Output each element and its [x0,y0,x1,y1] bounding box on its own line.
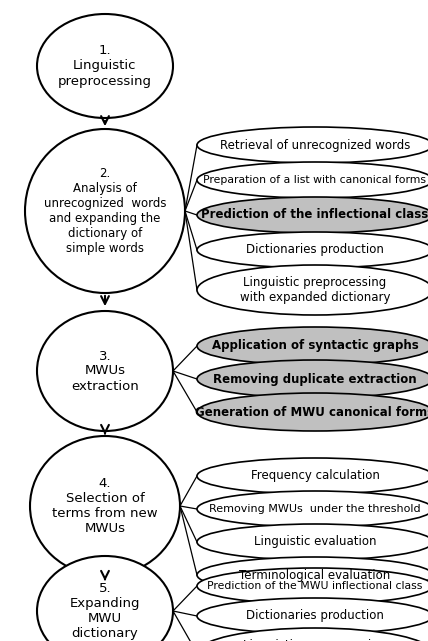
Ellipse shape [197,598,428,634]
Ellipse shape [197,232,428,268]
Text: Frequency calculation: Frequency calculation [250,469,380,483]
Ellipse shape [197,557,428,593]
Ellipse shape [197,491,428,527]
Text: 1.
Linguistic
preprocessing: 1. Linguistic preprocessing [58,44,152,88]
Ellipse shape [197,628,428,641]
Text: 2.
Analysis of
unrecognized  words
and expanding the
dictionary of
simple words: 2. Analysis of unrecognized words and ex… [44,167,166,255]
Text: Removing duplicate extraction: Removing duplicate extraction [213,372,417,385]
Text: 4.
Selection of
terms from new
MWUs: 4. Selection of terms from new MWUs [52,477,158,535]
Text: Terminological evaluation: Terminological evaluation [239,569,391,581]
Text: Prediction of the MWU inflectional class: Prediction of the MWU inflectional class [207,581,423,591]
Ellipse shape [37,14,173,118]
Ellipse shape [197,360,428,398]
Ellipse shape [197,524,428,560]
Ellipse shape [37,556,173,641]
Text: Dictionaries production: Dictionaries production [246,244,384,256]
Ellipse shape [197,393,428,431]
Text: Prediction of the inflectional class: Prediction of the inflectional class [202,208,428,222]
Ellipse shape [197,127,428,163]
Ellipse shape [197,327,428,365]
Text: Retrieval of unrecognized words: Retrieval of unrecognized words [220,138,410,151]
Ellipse shape [197,197,428,233]
Text: Linguistic preprocessing
with expanded dictionary: Linguistic preprocessing with expanded d… [240,639,390,641]
Text: Preparation of a list with canonical forms: Preparation of a list with canonical for… [203,175,426,185]
Ellipse shape [197,458,428,494]
Text: 5.
Expanding
MWU
dictionary: 5. Expanding MWU dictionary [70,582,140,640]
Text: Dictionaries production: Dictionaries production [246,610,384,622]
Text: Linguistic preprocessing
with expanded dictionary: Linguistic preprocessing with expanded d… [240,276,390,304]
Text: 3.
MWUs
extraction: 3. MWUs extraction [71,349,139,392]
Text: Generation of MWU canonical forms: Generation of MWU canonical forms [196,406,428,419]
Text: Removing MWUs  under the threshold: Removing MWUs under the threshold [209,504,421,514]
Ellipse shape [197,265,428,315]
Ellipse shape [197,568,428,604]
Ellipse shape [37,311,173,431]
Ellipse shape [197,162,428,198]
Ellipse shape [30,436,180,576]
Ellipse shape [25,129,185,293]
Text: Application of syntactic graphs: Application of syntactic graphs [211,340,419,353]
Text: Linguistic evaluation: Linguistic evaluation [254,535,376,549]
